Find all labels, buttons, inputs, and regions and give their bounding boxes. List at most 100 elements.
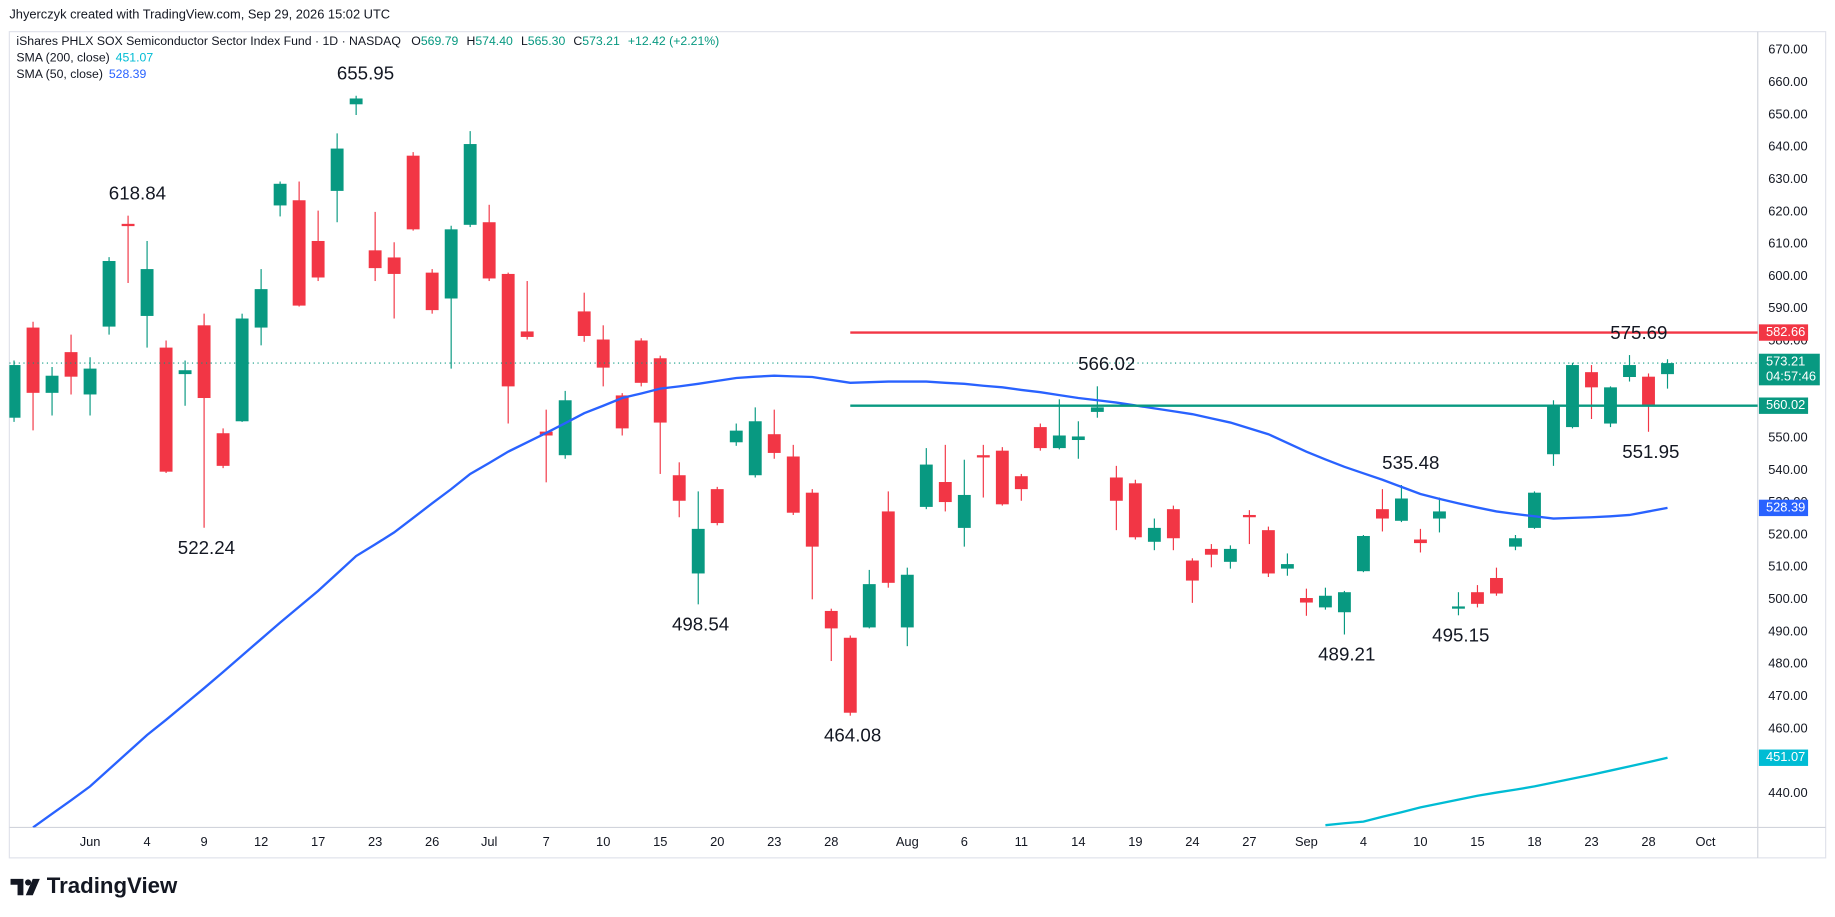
candle-body — [748, 421, 762, 476]
x-tick-label: 15 — [1470, 834, 1484, 849]
y-tick-label: 480.00 — [1768, 656, 1807, 671]
price-badge — [1758, 499, 1809, 517]
ohlc-value: 573.21 — [582, 34, 620, 48]
x-tick-label: 23 — [767, 834, 781, 849]
countdown: 04:57:46 — [1766, 369, 1816, 384]
x-tick-label: 10 — [596, 834, 610, 849]
y-tick-label: 630.00 — [1768, 171, 1807, 186]
candle-body — [368, 250, 382, 269]
x-tick-label: 17 — [311, 834, 325, 849]
x-tick-label: 24 — [1185, 834, 1199, 849]
candle-body — [425, 272, 439, 311]
pivot-low-label: 551.95 — [1622, 441, 1679, 462]
candle-body — [1280, 564, 1294, 569]
y-tick-label: 510.00 — [1768, 559, 1807, 574]
candle-body — [311, 240, 325, 278]
logo-shape — [25, 879, 32, 886]
candle-body — [1166, 509, 1180, 539]
pivot-low-label: 522.24 — [178, 537, 235, 558]
candle-body — [254, 289, 268, 328]
candle-body — [216, 433, 230, 466]
y-tick-label: 490.00 — [1768, 623, 1807, 638]
candle-body — [653, 358, 667, 423]
y-tick-label: 640.00 — [1768, 139, 1807, 154]
candle-body — [1394, 498, 1408, 521]
candle-body — [843, 637, 857, 713]
candle-body — [1642, 376, 1655, 405]
x-tick-label: 7 — [543, 834, 550, 849]
brand: TradingView — [47, 873, 178, 898]
pivot-low-label: 498.54 — [672, 613, 729, 634]
candle-body — [1433, 511, 1446, 519]
logo-shape — [10, 878, 24, 896]
legend-entry: SMA (50, close) 528.39 — [16, 67, 146, 81]
candle-body — [862, 584, 876, 628]
candle-body — [444, 229, 458, 299]
candle-body — [824, 610, 838, 629]
candle-body — [1509, 538, 1522, 547]
candle-body — [1623, 365, 1636, 378]
x-tick-label: 28 — [1641, 834, 1655, 849]
candle-body — [1185, 560, 1199, 581]
x-tick-label: 6 — [961, 834, 968, 849]
candle-body — [292, 200, 306, 306]
candle-body — [330, 148, 344, 191]
y-tick-label: 470.00 — [1768, 688, 1807, 703]
x-tick-label: 4 — [144, 834, 151, 849]
candle-body — [615, 395, 629, 429]
x-tick-label: Oct — [1696, 834, 1716, 849]
candle-body — [64, 352, 78, 377]
ohlc-value: 565.30 — [528, 34, 566, 48]
x-tick-label: 23 — [1584, 834, 1598, 849]
candle-body — [1547, 406, 1560, 455]
candle-body — [938, 482, 952, 503]
candle-body — [178, 370, 192, 375]
ohlc-value: 574.40 — [475, 34, 513, 48]
candle-body — [577, 311, 591, 336]
candle-body — [919, 464, 933, 507]
candle-body — [672, 475, 686, 501]
x-tick-label: 10 — [1413, 834, 1427, 849]
x-tick-label: Jun — [80, 834, 101, 849]
legend-entry: SMA (200, close) 451.07 — [16, 51, 153, 65]
ohlc-key: O — [411, 34, 421, 48]
price-badge-label: 560.02 — [1766, 397, 1805, 412]
y-tick-label: 670.00 — [1768, 42, 1807, 57]
candle-body — [1204, 548, 1218, 555]
pivot-high-label: 566.02 — [1078, 353, 1135, 374]
y-tick-label: 660.00 — [1768, 74, 1807, 89]
price-badge — [1758, 749, 1809, 766]
price-badge — [1758, 353, 1820, 386]
price-badge — [1758, 324, 1809, 341]
x-tick-label: 23 — [368, 834, 382, 849]
logo-shape — [25, 878, 40, 896]
y-tick-label: 440.00 — [1768, 785, 1807, 800]
y-tick-label: 550.00 — [1768, 429, 1807, 444]
candle-body — [140, 269, 154, 316]
candle-body — [805, 492, 819, 547]
x-tick-label: 4 — [1360, 834, 1367, 849]
candle-body — [501, 273, 515, 387]
price-badge — [1758, 397, 1809, 414]
pivot-low-label: 495.15 — [1432, 624, 1489, 645]
y-tick-label: 500.00 — [1768, 591, 1807, 606]
y-tick-label: 610.00 — [1768, 236, 1807, 251]
y-tick-label: 620.00 — [1768, 203, 1807, 218]
candle-body — [786, 456, 800, 513]
pivot-low-label: 464.08 — [824, 725, 881, 746]
y-tick-label: 540.00 — [1768, 462, 1807, 477]
x-tick-label: 28 — [824, 834, 838, 849]
candle-body — [1299, 598, 1313, 603]
pivot-high-label: 618.84 — [109, 183, 166, 204]
candle-body — [349, 98, 363, 105]
candle-body — [1566, 365, 1579, 428]
x-tick-label: 18 — [1527, 834, 1541, 849]
candle-body — [121, 223, 135, 227]
ohlc-key: L — [521, 34, 528, 48]
candle-body — [691, 528, 705, 574]
candle-body — [1128, 483, 1142, 538]
candle-body — [767, 434, 781, 453]
sma-line — [1325, 756, 1668, 827]
candle-body — [1585, 372, 1598, 388]
